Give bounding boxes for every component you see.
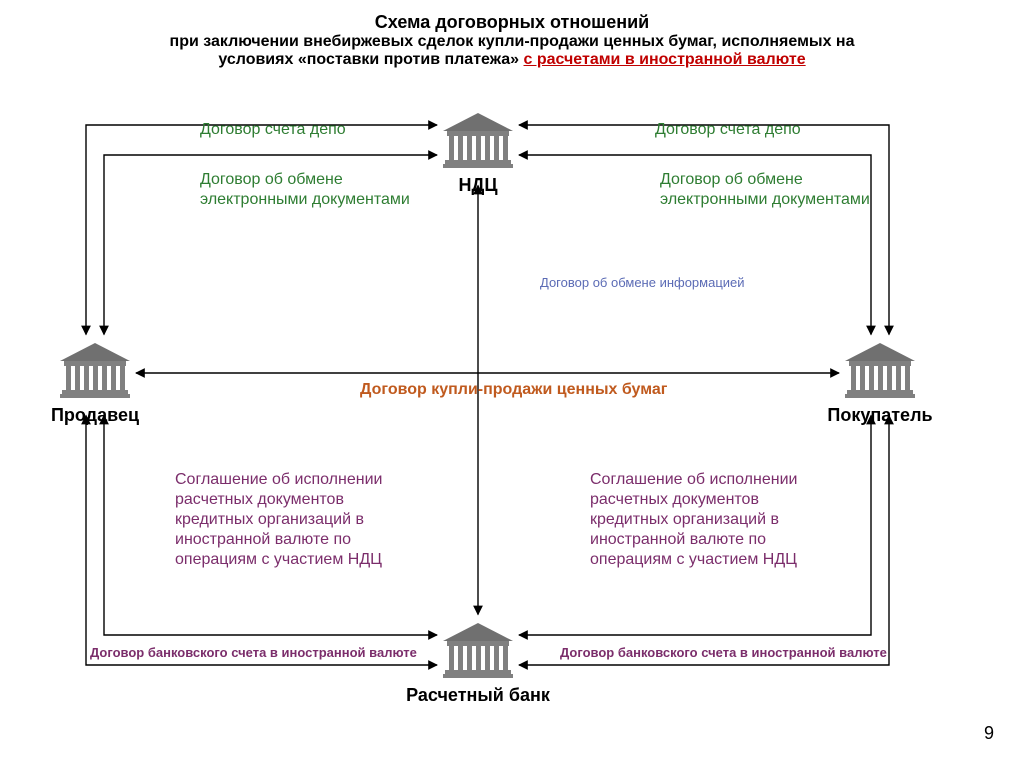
edge-label-buyer-bank-inner: Соглашение об исполнении расчетных докум… <box>590 470 840 570</box>
edge-label-buyer-ndc-outer: Договор счета депо <box>655 120 801 140</box>
page-number: 9 <box>984 723 994 744</box>
edge-label-seller-bank-inner: Соглашение об исполнении расчетных докум… <box>175 470 425 570</box>
edge-label-seller-ndc-inner: Договор об обмене электронными документа… <box>200 170 450 210</box>
edge-label-ndc-bank: Договор об обмене информацией <box>540 275 745 291</box>
edge-label-buyer-bank-outer: Договор банковского счета в иностранной … <box>560 645 887 661</box>
edge-label-seller-bank-outer: Договор банковского счета в иностранной … <box>90 645 417 661</box>
edge-label-seller-ndc-outer: Договор счета депо <box>200 120 346 140</box>
edge-label-buyer-ndc-inner: Договор об обмене электронными документа… <box>660 170 910 210</box>
edge-label-seller-buyer: Договор купли-продажи ценных бумаг <box>360 380 667 400</box>
label-layer: Договор счета депо Договор об обмене элек… <box>0 0 1024 768</box>
